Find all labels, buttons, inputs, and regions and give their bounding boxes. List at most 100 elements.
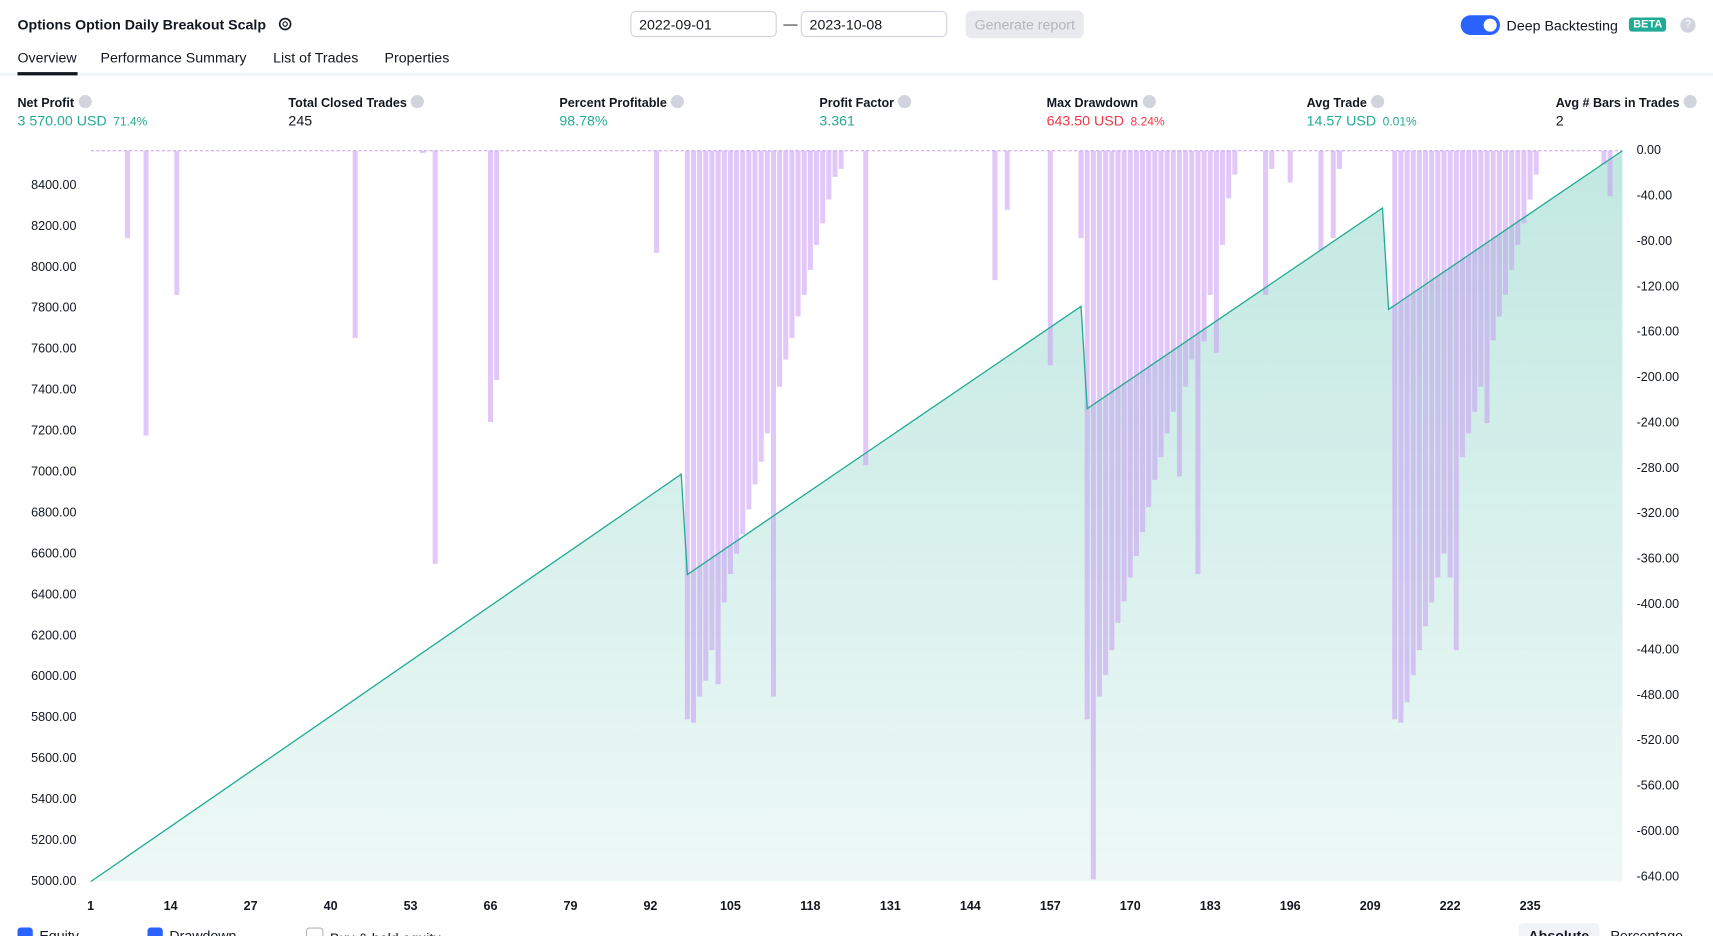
drawdown-bar xyxy=(814,150,820,245)
info-icon[interactable] xyxy=(1142,95,1156,109)
drawdown-bar xyxy=(1533,150,1539,175)
y-tick-label: 5600.00 xyxy=(31,751,76,765)
info-icon[interactable] xyxy=(671,95,685,109)
drawdown-bar xyxy=(420,150,426,154)
y-tick-label: 5200.00 xyxy=(31,833,76,847)
drawdown-bar xyxy=(1183,150,1189,387)
info-icon[interactable] xyxy=(411,95,425,109)
metric-label: Total Closed Trades xyxy=(288,95,425,110)
x-tick-label: 118 xyxy=(800,899,820,913)
metric-value: 14.57 USD 0.01% xyxy=(1307,113,1417,129)
y2-tick-label: -560.00 xyxy=(1637,779,1680,793)
drawdown-bar xyxy=(1004,150,1010,210)
metric-label: Percent Profitable xyxy=(559,95,685,110)
x-tick-label: 14 xyxy=(164,899,178,913)
drawdown-bar xyxy=(1521,150,1527,224)
drawdown-bar xyxy=(734,150,740,554)
tab-underline xyxy=(17,72,78,76)
value: 2 xyxy=(1555,112,1564,129)
drawdown-bar xyxy=(1607,150,1613,197)
y-tick-label: 7200.00 xyxy=(31,424,76,438)
drawdown-bar xyxy=(992,150,998,281)
date-from[interactable]: 2022-09-01 xyxy=(630,10,777,38)
info-icon[interactable] xyxy=(78,95,92,109)
drawdown-bar xyxy=(1472,150,1478,412)
drawdown-bar xyxy=(1318,150,1324,251)
y2-tick-label: -240.00 xyxy=(1637,415,1680,429)
drawdown-bar xyxy=(838,150,844,169)
drawdown-bar xyxy=(777,150,783,387)
metric-value: 245 xyxy=(288,113,312,129)
y-tick-label: 5000.00 xyxy=(31,874,76,888)
drawdown-bar xyxy=(807,150,813,270)
drawdown-bar xyxy=(1484,150,1490,424)
drawdown-bar xyxy=(1158,150,1164,458)
drawdown-bar xyxy=(1423,150,1429,627)
generate-button[interactable]: Generate report xyxy=(965,10,1084,39)
x-tick-label: 144 xyxy=(960,899,981,913)
x-tick-label: 209 xyxy=(1360,899,1381,913)
info-icon[interactable] xyxy=(1371,95,1385,109)
legend-item[interactable]: Buy & hold equity xyxy=(305,927,440,936)
drawdown-bar xyxy=(1207,150,1213,295)
drawdown-bar xyxy=(1232,150,1238,175)
metric-value: 2 xyxy=(1556,113,1564,129)
drawdown-bar xyxy=(1263,150,1269,295)
drawdown-bar xyxy=(1459,150,1465,458)
tab[interactable]: List of Trades xyxy=(273,49,359,66)
drawdown-bar xyxy=(1478,150,1484,387)
drawdown-bar xyxy=(1133,150,1139,556)
checkbox[interactable] xyxy=(147,927,163,936)
absolute-button[interactable]: Absolute xyxy=(1518,923,1600,936)
drawdown-bar xyxy=(1201,150,1207,342)
legend-item[interactable]: Equity xyxy=(17,927,79,936)
tab[interactable]: Overview xyxy=(17,49,77,66)
y2-tick-label: -280.00 xyxy=(1637,461,1680,475)
drawdown-bar xyxy=(1453,150,1459,651)
x-tick-label: 170 xyxy=(1120,899,1141,913)
drawdown-bar xyxy=(727,150,733,575)
drawdown-bar xyxy=(1336,150,1342,169)
drawdown-bar xyxy=(1090,150,1096,880)
y2-tick-label: -480.00 xyxy=(1637,688,1680,702)
drawdown-bar xyxy=(721,150,727,603)
tab[interactable]: Properties xyxy=(384,49,450,66)
drawdown-bar xyxy=(1287,150,1293,183)
toggle[interactable] xyxy=(1460,15,1501,35)
value: 245 xyxy=(288,112,313,129)
value: 14.57 USD xyxy=(1306,112,1377,129)
x-tick-label: 79 xyxy=(563,899,577,913)
x-tick-label: 53 xyxy=(404,899,418,913)
drawdown-bar xyxy=(1189,150,1195,360)
value: 3.361 xyxy=(819,112,855,129)
settings-icon[interactable] xyxy=(277,16,292,31)
info-icon[interactable] xyxy=(1683,95,1698,109)
y-tick-label: 8400.00 xyxy=(31,178,76,192)
checkbox[interactable] xyxy=(305,927,324,936)
drawdown-bar xyxy=(1410,150,1416,676)
drawdown-bar xyxy=(697,150,703,697)
help-icon[interactable]: ? xyxy=(1680,17,1696,33)
date-separator: — xyxy=(783,15,798,32)
drawdown-bar xyxy=(863,150,869,466)
drawdown-bar xyxy=(1164,150,1170,434)
percentage-button[interactable]: Percentage xyxy=(1610,927,1683,936)
tab[interactable]: Performance Summary xyxy=(100,49,247,66)
drawdown-bar xyxy=(1269,150,1275,169)
drawdown-bar xyxy=(690,150,697,723)
drawdown-bar xyxy=(1146,150,1152,508)
checkbox[interactable] xyxy=(17,927,33,936)
deep-label: Deep Backtesting xyxy=(1506,17,1618,34)
drawdown-bar xyxy=(1084,150,1090,720)
date-to[interactable]: 2023-10-08 xyxy=(800,10,948,38)
drawdown-bar xyxy=(709,150,715,651)
info-icon[interactable] xyxy=(898,95,912,109)
legend-item[interactable]: Drawdown xyxy=(147,927,236,936)
y2-tick-label: -600.00 xyxy=(1637,824,1680,838)
drawdown-bar xyxy=(1447,150,1453,578)
metric-label: Avg # Bars in Trades xyxy=(1556,95,1698,110)
value: 3 570.00 USD xyxy=(17,112,107,129)
drawdown-bar xyxy=(764,150,770,434)
drawdown-bar xyxy=(1502,150,1508,295)
